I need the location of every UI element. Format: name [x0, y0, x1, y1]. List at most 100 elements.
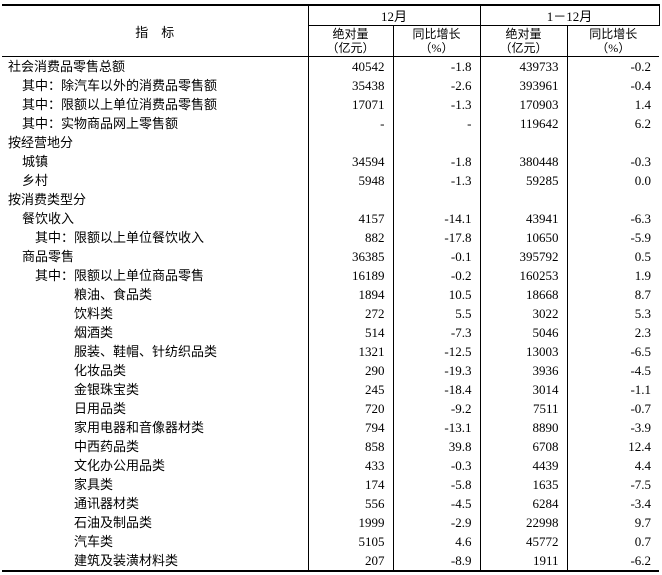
table-row: 家用电器和音像器材类 794 -13.1 8890 -3.9 [2, 418, 660, 437]
row-label: 石油及制品类 [74, 515, 153, 530]
cell-value: -3.4 [566, 494, 660, 513]
row-label: 烟酒类 [74, 325, 114, 340]
cell-value: -4.5 [566, 361, 660, 380]
cell-value: 10650 [479, 228, 568, 247]
table-row: 其中：除汽车以外的消费品零售额 35438 -2.6 393961 -0.4 [2, 76, 660, 95]
cell-value: -9.2 [392, 399, 481, 418]
table-row: 建筑及装潢材料类 207 -8.9 1911 -6.2 [2, 551, 660, 571]
table-row: 城镇 34594 -1.8 380448 -0.3 [2, 152, 660, 171]
subheader-ytd-yoy-growth: 同比增长 （%） [566, 25, 660, 57]
cell-value: 6708 [479, 437, 568, 456]
cell-value: 1.4 [566, 95, 660, 114]
table-row: 日用品类 720 -9.2 7511 -0.7 [2, 399, 660, 418]
table-header: 指 标 12月 1－12月 绝对量 （亿元） 同比增长 （%） 绝对量 （亿元） [2, 5, 660, 57]
cell-value: -0.3 [566, 152, 660, 171]
cell-value: -5.8 [392, 475, 481, 494]
cell-value: 5105 [307, 532, 393, 551]
subheader-dec-absolute: 绝对量 （亿元） [307, 25, 393, 57]
cell-value: 858 [307, 437, 393, 456]
cell-value: -6.2 [566, 551, 660, 571]
cell-value: 5948 [307, 171, 393, 190]
cell-value: -5.9 [566, 228, 660, 247]
cell-value: -6.3 [566, 209, 660, 228]
cell-value: - [392, 114, 481, 133]
cell-value: 3014 [479, 380, 568, 399]
cell-value: - [307, 114, 393, 133]
indicator-column-header: 指 标 [2, 5, 308, 57]
cell-value [307, 133, 393, 152]
cell-value: 8890 [479, 418, 568, 437]
cell-value: -12.5 [392, 342, 481, 361]
table-row: 化妆品类 290 -19.3 3936 -4.5 [2, 361, 660, 380]
subheader-ytd-absolute: 绝对量 （亿元） [479, 25, 568, 57]
row-label: 商品零售 [22, 249, 75, 264]
cell-value: -1.3 [392, 95, 481, 114]
cell-value: -0.7 [566, 399, 660, 418]
row-label: 其中：限额以上单位商品零售 [35, 268, 205, 283]
cell-value: 17071 [307, 95, 393, 114]
cell-value: 556 [307, 494, 393, 513]
cell-value: 4.6 [392, 532, 481, 551]
row-label: 按消费类型分 [8, 192, 87, 207]
subheader-line2: （亿元） [326, 41, 375, 55]
cell-value: 380448 [479, 152, 568, 171]
cell-value: 45772 [479, 532, 568, 551]
cell-value: -0.3 [392, 456, 481, 475]
header-row-groups: 指 标 12月 1－12月 [2, 5, 660, 57]
cell-value: 0.0 [566, 171, 660, 190]
cell-value: 1911 [479, 551, 568, 571]
header-row-subcolumns: 绝对量 （亿元） 同比增长 （%） 绝对量 （亿元） 同比增长 （%） [2, 25, 660, 57]
cell-value: -14.1 [392, 209, 481, 228]
cell-value: -1.8 [392, 56, 481, 76]
cell-value: 290 [307, 361, 393, 380]
cell-value: 4439 [479, 456, 568, 475]
table-row: 中西药品类 858 39.8 6708 12.4 [2, 437, 660, 456]
cell-value: -7.5 [566, 475, 660, 494]
cell-value: -2.9 [392, 513, 481, 532]
row-label: 按经营地分 [8, 135, 74, 150]
cell-value: 4157 [307, 209, 393, 228]
cell-value [392, 133, 481, 152]
cell-value [479, 133, 568, 152]
subheader-dec-yoy-growth: 同比增长 （%） [392, 25, 481, 57]
row-label: 建筑及装潢材料类 [74, 553, 179, 568]
cell-value: 433 [307, 456, 393, 475]
row-label: 乡村 [22, 173, 49, 188]
cell-value: 22998 [479, 513, 568, 532]
table-row: 饮料类 272 5.5 3022 5.3 [2, 304, 660, 323]
cell-value: 1894 [307, 285, 393, 304]
cell-value [392, 190, 481, 209]
cell-value: 12.4 [566, 437, 660, 456]
table-row: 服装、鞋帽、针纺织品类 1321 -12.5 13003 -6.5 [2, 342, 660, 361]
cell-value: -6.5 [566, 342, 660, 361]
table-row: 社会消费品零售总额 40542 -1.8 439733 -0.2 [2, 56, 660, 76]
table-body: 社会消费品零售总额 40542 -1.8 439733 -0.2 其中：除汽车以外的消费品… [2, 56, 660, 571]
cell-value: 272 [307, 304, 393, 323]
cell-value: 7511 [479, 399, 568, 418]
table-row: 其中：限额以上单位商品零售 16189 -0.2 160253 1.9 [2, 266, 660, 285]
cell-value: -0.2 [392, 266, 481, 285]
table-row: 按经营地分 [2, 133, 660, 152]
subheader-line1: 绝对量 [505, 27, 542, 41]
row-label: 金银珠宝类 [74, 382, 140, 397]
table-row: 按消费类型分 [2, 190, 660, 209]
table-row: 通讯器材类 556 -4.5 6284 -3.4 [2, 494, 660, 513]
cell-value: -2.6 [392, 76, 481, 95]
row-label: 服装、鞋帽、针纺织品类 [74, 344, 218, 359]
cell-value: 439733 [479, 56, 568, 76]
cell-value: 395792 [479, 247, 568, 266]
row-label: 其中：限额以上单位餐饮收入 [35, 230, 205, 245]
table-row: 餐饮收入 4157 -14.1 43941 -6.3 [2, 209, 660, 228]
cell-value: -0.1 [392, 247, 481, 266]
cell-value: 40542 [307, 56, 393, 76]
cell-value: 3022 [479, 304, 568, 323]
cell-value: 59285 [479, 171, 568, 190]
row-label: 汽车类 [74, 534, 114, 549]
cell-value: -4.5 [392, 494, 481, 513]
cell-value: -13.1 [392, 418, 481, 437]
cell-value: 6.2 [566, 114, 660, 133]
cell-value: -3.9 [566, 418, 660, 437]
cell-value: 35438 [307, 76, 393, 95]
row-label: 家具类 [74, 477, 114, 492]
cell-value: 1321 [307, 342, 393, 361]
